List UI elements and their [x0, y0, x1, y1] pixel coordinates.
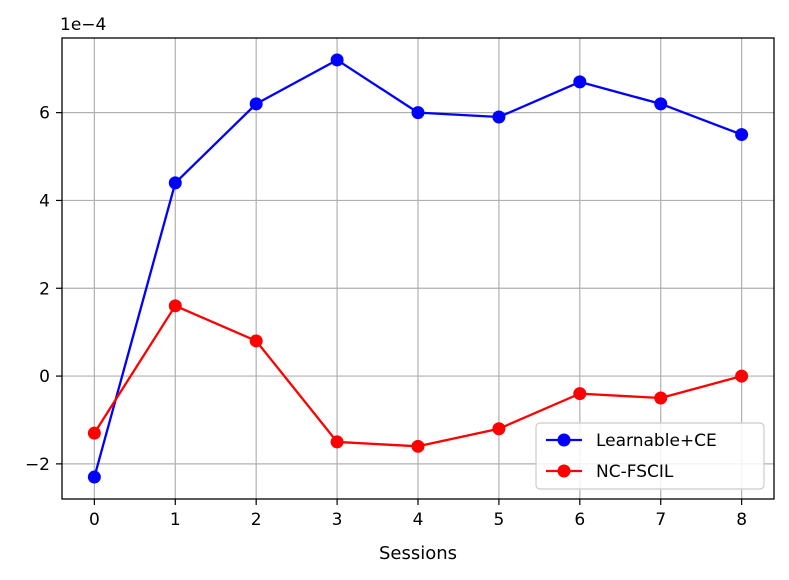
- data-point: [573, 75, 587, 89]
- data-point: [654, 97, 668, 111]
- data-point: [411, 106, 425, 120]
- data-point: [492, 422, 506, 436]
- legend-swatch-marker: [557, 433, 571, 447]
- x-tick-label: 4: [413, 510, 424, 530]
- x-tick-label: 8: [736, 510, 747, 530]
- data-point: [735, 369, 749, 383]
- data-point: [492, 110, 506, 124]
- legend-label: NC-FSCIL: [596, 462, 674, 482]
- x-tick-label: 5: [493, 510, 504, 530]
- y-tick-label: −2: [25, 455, 50, 475]
- y-tick-label: 2: [39, 279, 50, 299]
- x-tick-label: 6: [574, 510, 585, 530]
- data-point: [87, 470, 101, 484]
- data-point: [411, 439, 425, 453]
- data-point: [249, 334, 263, 348]
- tick-labels: 0 1 2 3 4 5 6 7 8 −2 0 2 4 6: [25, 104, 747, 530]
- data-point: [735, 128, 749, 142]
- legend-swatch-marker: [557, 464, 571, 478]
- data-point: [654, 391, 668, 405]
- data-point: [168, 176, 182, 190]
- y-tick-label: 0: [39, 367, 50, 387]
- legend: Learnable+CE NC-FSCIL: [535, 422, 765, 490]
- x-axis-label: Sessions: [379, 543, 457, 564]
- x-tick-label: 2: [251, 510, 262, 530]
- data-point: [573, 387, 587, 401]
- x-tick-label: 0: [89, 510, 100, 530]
- series-learnable-ce: [87, 53, 749, 484]
- x-tick-label: 7: [655, 510, 666, 530]
- series-nc-fscil: [87, 299, 749, 453]
- data-point: [330, 435, 344, 449]
- y-tick-label: 4: [39, 191, 50, 211]
- x-tick-label: 3: [332, 510, 343, 530]
- data-point: [168, 299, 182, 313]
- legend-label: Learnable+CE: [596, 431, 717, 451]
- data-point: [330, 53, 344, 67]
- y-tick-label: 6: [39, 104, 50, 124]
- x-tick-label: 1: [170, 510, 181, 530]
- data-point: [87, 426, 101, 440]
- series-layer: [87, 53, 749, 484]
- legend-box: [535, 422, 765, 490]
- data-point: [249, 97, 263, 111]
- y-axis-offset-label: 1e−4: [60, 15, 106, 35]
